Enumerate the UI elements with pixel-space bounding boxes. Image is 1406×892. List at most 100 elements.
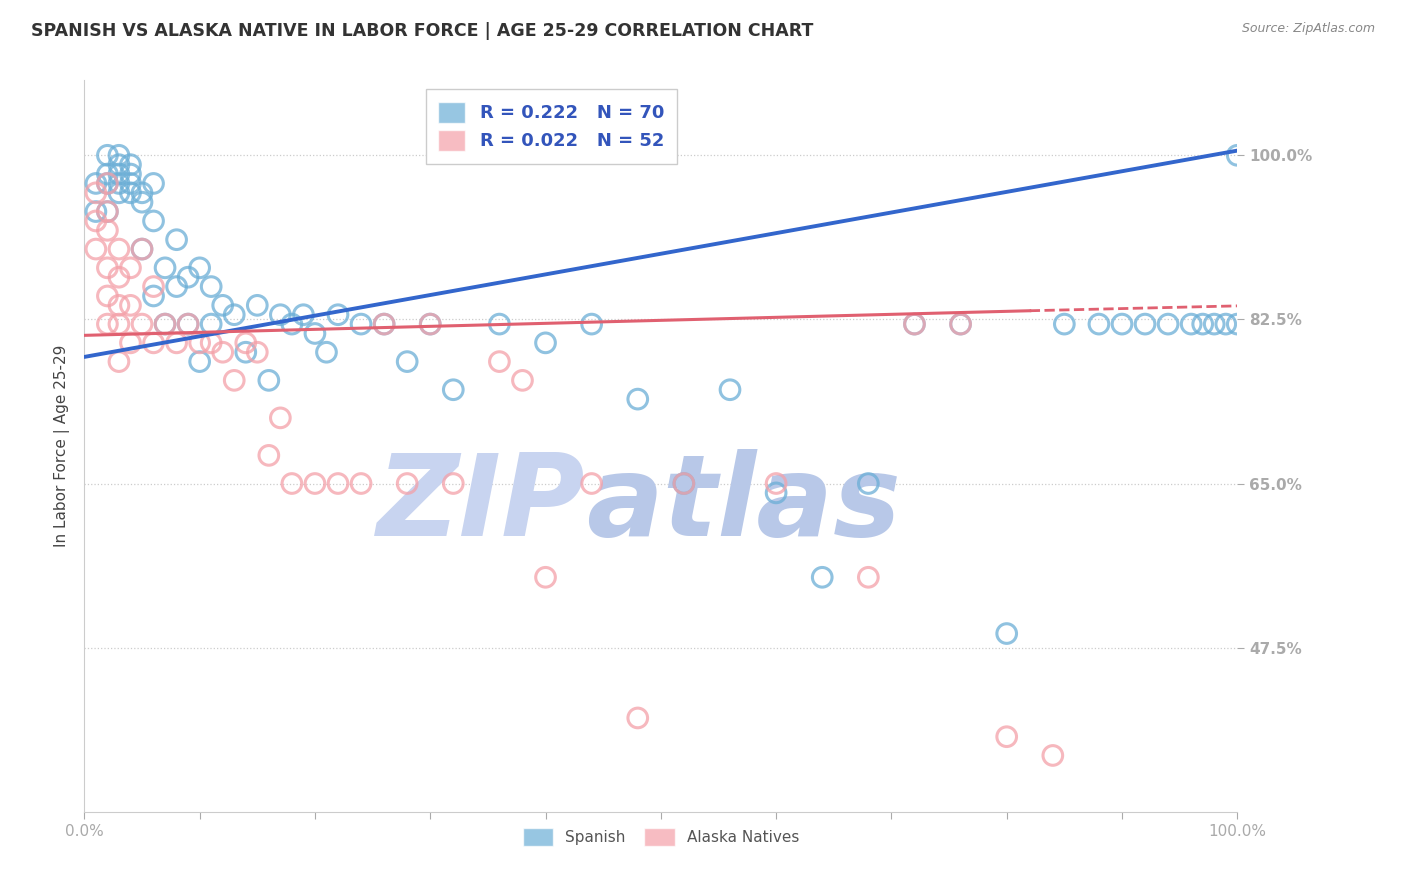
Point [108, 354, 131, 368]
Point [903, 317, 925, 331]
Point [269, 308, 291, 322]
Point [1226, 317, 1249, 331]
Point [350, 476, 373, 491]
Point [269, 410, 291, 425]
Point [188, 260, 211, 275]
Point [304, 476, 326, 491]
Point [96, 204, 118, 219]
Point [949, 317, 972, 331]
Point [1157, 317, 1180, 331]
Point [949, 317, 972, 331]
Point [108, 242, 131, 256]
Point [1204, 317, 1226, 331]
Point [153, 317, 176, 331]
Point [1053, 317, 1076, 331]
Point [142, 289, 165, 303]
Point [1088, 317, 1111, 331]
Point [108, 158, 131, 172]
Point [120, 186, 142, 200]
Point [672, 476, 695, 491]
Point [188, 335, 211, 350]
Point [224, 373, 246, 387]
Point [627, 392, 650, 406]
Point [672, 476, 695, 491]
Point [177, 317, 200, 331]
Point [200, 317, 222, 331]
Point [108, 298, 131, 312]
Point [326, 308, 349, 322]
Point [211, 298, 233, 312]
Point [131, 317, 153, 331]
Point [142, 177, 165, 191]
Point [96, 289, 118, 303]
Point [1226, 148, 1249, 162]
Point [257, 449, 280, 463]
Point [142, 214, 165, 228]
Point [858, 476, 880, 491]
Point [858, 570, 880, 584]
Point [96, 177, 118, 191]
Point [995, 626, 1018, 640]
Point [120, 260, 142, 275]
Point [1133, 317, 1156, 331]
Text: SPANISH VS ALASKA NATIVE IN LABOR FORCE | AGE 25-29 CORRELATION CHART: SPANISH VS ALASKA NATIVE IN LABOR FORCE … [31, 22, 813, 40]
Text: Source: ZipAtlas.com: Source: ZipAtlas.com [1241, 22, 1375, 36]
Point [488, 317, 510, 331]
Point [534, 335, 557, 350]
Point [765, 486, 787, 500]
Point [120, 335, 142, 350]
Point [84, 214, 107, 228]
Point [96, 167, 118, 181]
Point [108, 167, 131, 181]
Point [235, 345, 257, 359]
Point [131, 242, 153, 256]
Point [581, 476, 603, 491]
Point [1191, 317, 1213, 331]
Point [120, 167, 142, 181]
Point [108, 186, 131, 200]
Point [153, 317, 176, 331]
Text: ZIP: ZIP [377, 449, 586, 560]
Point [811, 570, 834, 584]
Point [166, 279, 188, 293]
Point [419, 317, 441, 331]
Point [257, 373, 280, 387]
Point [246, 298, 269, 312]
Point [1180, 317, 1202, 331]
Point [108, 148, 131, 162]
Point [96, 177, 118, 191]
Point [488, 354, 510, 368]
Point [1215, 317, 1237, 331]
Point [373, 317, 395, 331]
Point [131, 186, 153, 200]
Point [235, 335, 257, 350]
Point [166, 335, 188, 350]
Point [224, 308, 246, 322]
Point [177, 270, 200, 285]
Point [96, 317, 118, 331]
Point [84, 204, 107, 219]
Legend: Spanish, Alaska Natives: Spanish, Alaska Natives [516, 822, 806, 852]
Point [84, 177, 107, 191]
Point [441, 476, 464, 491]
Point [995, 730, 1018, 744]
Point [108, 317, 131, 331]
Point [142, 279, 165, 293]
Point [581, 317, 603, 331]
Point [108, 270, 131, 285]
Point [350, 317, 373, 331]
Point [131, 242, 153, 256]
Point [1111, 317, 1133, 331]
Point [396, 476, 419, 491]
Point [96, 148, 118, 162]
Point [281, 317, 304, 331]
Point [200, 335, 222, 350]
Point [281, 476, 304, 491]
Y-axis label: In Labor Force | Age 25-29: In Labor Force | Age 25-29 [55, 345, 70, 547]
Point [246, 345, 269, 359]
Point [200, 279, 222, 293]
Point [84, 186, 107, 200]
Point [903, 317, 925, 331]
Point [153, 260, 176, 275]
Point [765, 476, 787, 491]
